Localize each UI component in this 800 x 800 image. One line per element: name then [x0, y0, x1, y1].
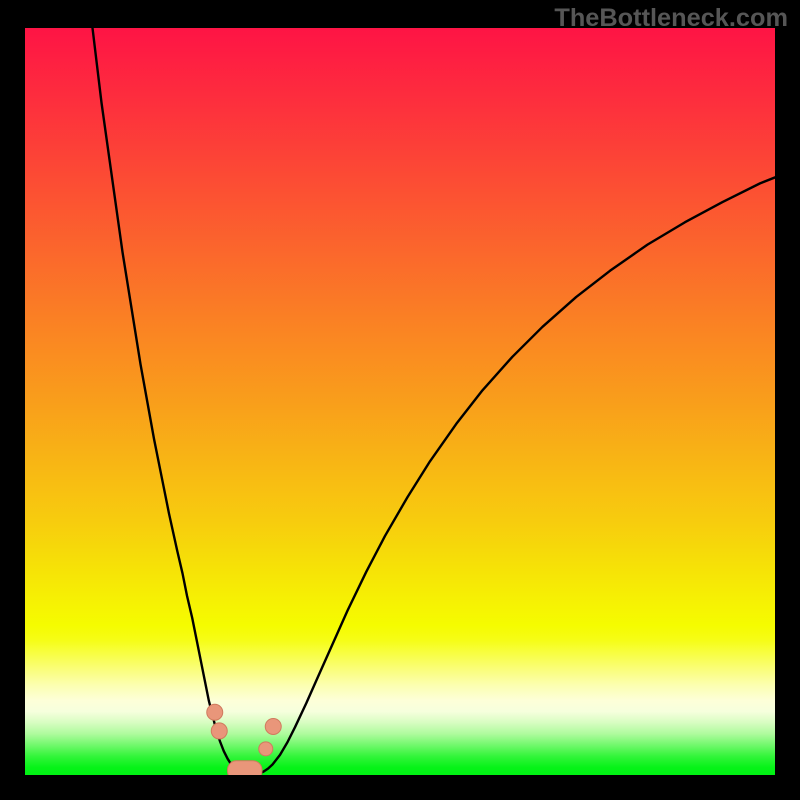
plot-area [25, 28, 775, 775]
watermark-text: TheBottleneck.com [554, 4, 788, 33]
plot-svg [25, 28, 775, 775]
